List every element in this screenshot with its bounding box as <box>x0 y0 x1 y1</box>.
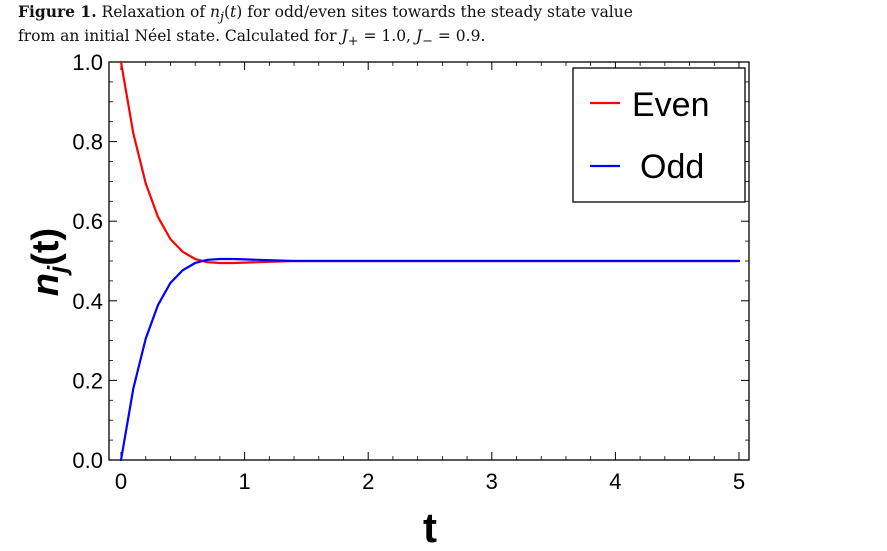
legend-box <box>572 67 746 203</box>
x-tick-label: 0 <box>115 469 127 494</box>
axis-ticks <box>109 61 749 461</box>
series-lines <box>119 60 741 462</box>
y-tick-label: 0.4 <box>72 289 103 314</box>
x-tick-label: 4 <box>609 469 621 494</box>
legend-label-even: Even <box>632 86 710 124</box>
x-tick-label: 3 <box>486 469 498 494</box>
y-axis-title: nj(t) <box>25 228 72 296</box>
x-tick-label: 1 <box>238 469 250 494</box>
x-tick-label: 2 <box>362 469 374 494</box>
legend-label-odd: Odd <box>640 148 704 186</box>
x-tick-label: 5 <box>733 469 745 494</box>
tick-labels: 0 1 2 3 4 5 0.0 0.2 0.4 0.6 0.8 1.0 <box>72 50 745 494</box>
y-tick-label: 1.0 <box>72 50 103 75</box>
svg-text:nj(t): nj(t) <box>25 228 72 296</box>
y-tick-label: 0.0 <box>72 448 103 473</box>
y-tick-label: 0.2 <box>72 368 103 393</box>
figure-caption: Figure 1. Relaxation of nj(t) for odd/ev… <box>18 2 633 50</box>
series-line-odd <box>119 257 741 462</box>
x-axis-title: t <box>423 504 437 551</box>
caption-label: Figure 1. <box>18 2 97 21</box>
y-tick-label: 0.8 <box>72 130 103 155</box>
y-tick-label: 0.6 <box>72 209 103 234</box>
legend: Even Odd <box>572 67 746 203</box>
